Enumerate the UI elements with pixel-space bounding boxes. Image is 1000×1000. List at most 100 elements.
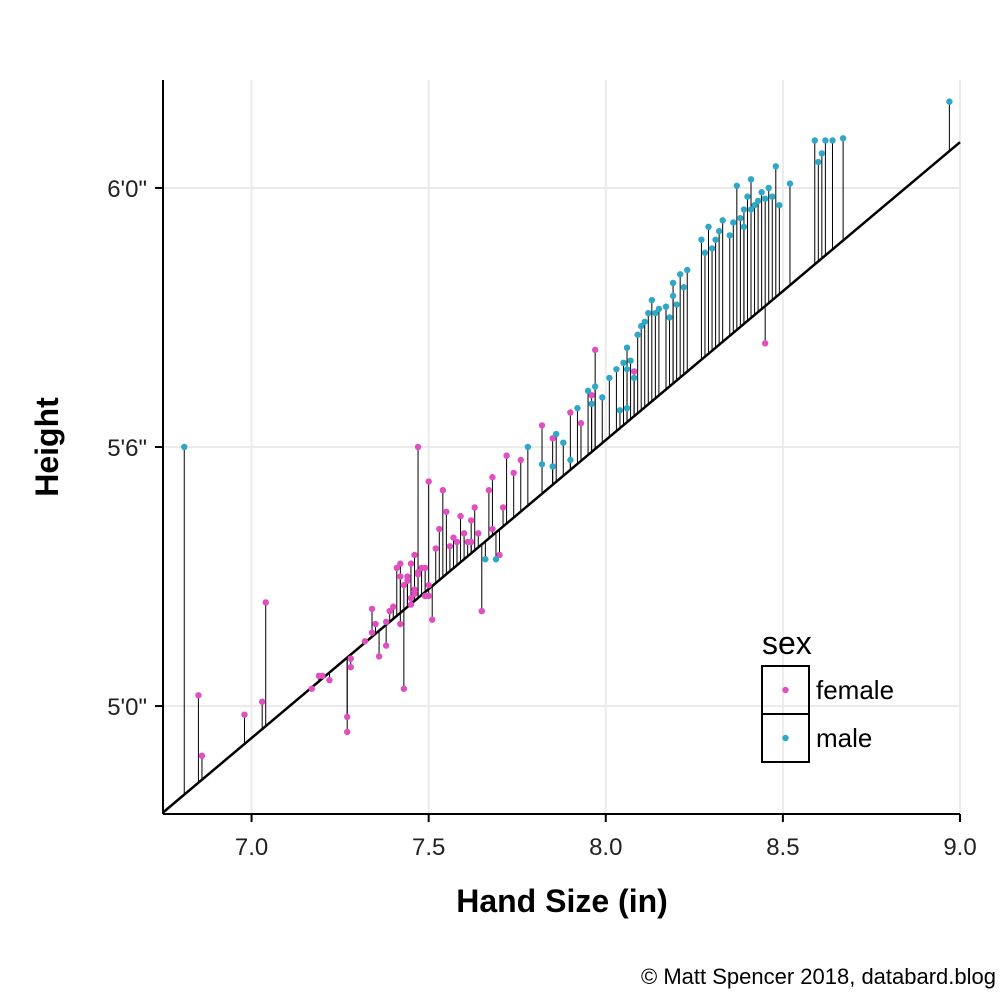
grid-lines [163, 80, 961, 814]
data-point-female [446, 543, 454, 550]
data-point-female [425, 592, 432, 600]
data-point-male [822, 137, 829, 144]
data-point-male [769, 193, 776, 200]
residual-segments [183, 101, 950, 795]
data-point-male [524, 443, 532, 451]
data-point-female [262, 599, 269, 606]
data-point-male [829, 137, 836, 144]
data-point-female [390, 603, 397, 610]
data-point-female [361, 638, 369, 645]
data-point-female [453, 538, 461, 546]
data-point-female [425, 478, 432, 485]
data-point-female [198, 752, 206, 759]
data-point-female [630, 368, 638, 375]
data-point-male [652, 309, 659, 317]
data-point-male [698, 236, 705, 243]
data-point-female [397, 560, 404, 567]
x-tick-label: 8.0 [589, 834, 622, 861]
data-point-female [567, 409, 574, 416]
data-point-female [368, 629, 376, 636]
data-point-male [712, 236, 719, 243]
data-point-male [620, 359, 627, 367]
data-point-female [538, 422, 546, 429]
data-point-female [400, 685, 408, 692]
data-point-male [747, 176, 755, 183]
data-point-female [241, 711, 248, 718]
data-point-male [666, 314, 673, 321]
data-point-female [368, 605, 376, 613]
data-point-female [407, 601, 415, 608]
data-point-male [584, 387, 592, 395]
data-point-male [772, 163, 780, 170]
data-point-male [737, 214, 744, 222]
data-point-female [326, 676, 333, 684]
data-point-female [397, 620, 404, 628]
data-point-female [478, 607, 485, 615]
regression-line [162, 141, 961, 814]
data-point-female [432, 545, 439, 552]
x-tick-label: 7.0 [235, 834, 268, 861]
x-tick-label: 7.5 [412, 834, 445, 861]
data-point-male [761, 195, 769, 202]
legend-key-female [782, 686, 789, 694]
data-point-male [623, 344, 631, 351]
y-tick-label: 5'6" [107, 435, 147, 462]
data-point-male [765, 184, 772, 192]
data-point-male [482, 556, 489, 563]
data-point-female [397, 573, 404, 580]
data-point-female [411, 586, 418, 593]
data-point-female [577, 420, 585, 427]
data-point-male [588, 400, 595, 408]
data-point-male [676, 271, 684, 278]
data-point-female [489, 525, 496, 533]
caption: © Matt Spencer 2018, databard.blog [641, 964, 996, 989]
data-point-female [319, 672, 326, 680]
data-point-female [347, 664, 354, 671]
data-point-female [457, 512, 464, 520]
data-point-female [467, 517, 475, 524]
data-point-male [776, 202, 783, 209]
legend-title: sex [762, 625, 812, 661]
data-point-female [375, 653, 383, 660]
data-point-male [638, 322, 645, 330]
y-tick-label: 6'0" [107, 176, 147, 203]
data-point-male [726, 232, 733, 239]
data-point-female [499, 504, 507, 511]
x-tick-label: 9.0 [943, 834, 976, 861]
data-point-male [634, 331, 641, 338]
data-point-female [429, 616, 436, 623]
data-point-male [591, 383, 599, 390]
data-point-female [258, 698, 266, 705]
data-point-female [407, 560, 415, 567]
data-point-female [382, 618, 390, 626]
data-point-female [411, 551, 418, 559]
data-point-female [414, 443, 422, 451]
data-point-male [740, 206, 748, 213]
data-point-male [669, 279, 677, 287]
data-point-female [761, 340, 769, 347]
data-point-male [754, 197, 762, 205]
y-tick-label: 5'0" [107, 694, 147, 721]
data-point-female [436, 525, 443, 533]
data-point-male [549, 463, 556, 470]
legend-label-male: male [816, 723, 872, 753]
data-point-female [404, 577, 411, 585]
data-point-male [627, 357, 634, 364]
data-point-female [421, 564, 429, 572]
data-point-female [510, 469, 517, 477]
data-point-male [648, 297, 656, 304]
data-point-female [439, 486, 447, 494]
data-point-male [492, 556, 500, 563]
data-point-male [740, 223, 748, 230]
data-point-male [567, 456, 574, 464]
regression-line-layer [162, 141, 961, 814]
data-point-female [195, 692, 202, 699]
data-point-male [708, 245, 716, 252]
data-point-male [623, 404, 631, 412]
legend-key-box-male [761, 713, 810, 763]
data-point-female [549, 435, 556, 442]
data-point-male [623, 366, 631, 373]
data-point-male [673, 301, 680, 308]
data-point-female [372, 620, 379, 628]
